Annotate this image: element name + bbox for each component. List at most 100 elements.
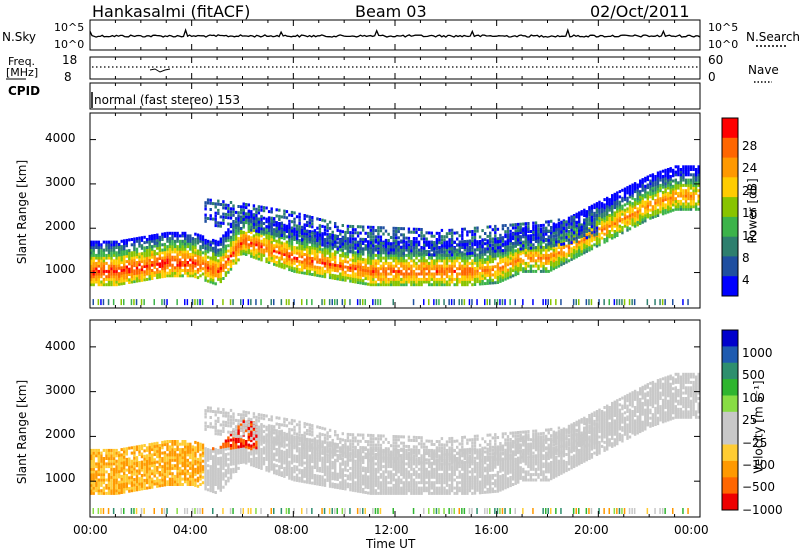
power-cell xyxy=(478,279,482,283)
power-cell xyxy=(323,231,327,235)
power-cell xyxy=(224,231,228,235)
power-cell xyxy=(293,227,296,231)
power-cell xyxy=(402,227,405,231)
power-cell xyxy=(102,267,106,271)
power-cell xyxy=(476,277,479,281)
power-cell xyxy=(138,276,141,280)
power-cell xyxy=(194,264,197,268)
power-cell xyxy=(252,216,256,220)
power-cell xyxy=(412,277,416,281)
power-cell xyxy=(97,299,100,306)
power-cell xyxy=(148,256,151,260)
power-cell xyxy=(143,259,146,263)
power-cell xyxy=(654,177,657,181)
power-cell xyxy=(527,237,530,241)
power-cell xyxy=(153,273,156,277)
power-cell xyxy=(423,246,426,250)
velocity-cell xyxy=(153,474,156,478)
power-cell xyxy=(567,222,571,226)
power-cell xyxy=(260,258,263,262)
velocity-cell xyxy=(90,486,93,490)
power-cell xyxy=(606,239,609,243)
power-cell xyxy=(651,197,655,201)
power-cell xyxy=(562,236,566,240)
power-cell xyxy=(237,221,240,225)
power-cell xyxy=(613,230,616,233)
power-cell xyxy=(372,299,374,306)
power-cell xyxy=(171,263,174,267)
power-cell xyxy=(448,280,451,284)
power-cell xyxy=(578,216,581,220)
power-cell xyxy=(545,220,548,224)
velocity-cell xyxy=(92,465,95,469)
power-cell xyxy=(387,277,390,281)
power-cell xyxy=(583,243,586,247)
power-cell xyxy=(219,215,222,219)
power-cell xyxy=(323,269,327,273)
power-cell xyxy=(196,249,200,253)
power-cell xyxy=(496,246,500,250)
velocity-cell xyxy=(105,478,108,482)
power-cell xyxy=(321,243,324,247)
power-cell xyxy=(613,211,616,215)
power-cell xyxy=(438,272,441,276)
power-cell xyxy=(606,234,609,237)
power-cell xyxy=(603,206,606,210)
power-cell xyxy=(489,276,492,280)
power-cell xyxy=(224,212,228,216)
power-cell xyxy=(166,253,169,256)
power-cell xyxy=(303,242,306,246)
power-cell xyxy=(672,174,675,178)
power-cell xyxy=(224,206,228,210)
power-cell xyxy=(580,239,583,243)
power-cell xyxy=(148,272,151,276)
power-cell xyxy=(95,267,98,271)
power-cell xyxy=(168,255,172,259)
power-cell xyxy=(631,207,634,211)
power-cell xyxy=(506,273,510,277)
power-cell xyxy=(494,224,497,228)
power-cell xyxy=(501,276,505,280)
power-cell xyxy=(616,215,619,219)
power-cell xyxy=(397,251,400,255)
power-cell xyxy=(578,220,581,224)
power-cell xyxy=(456,277,459,281)
power-cell xyxy=(171,258,174,262)
power-cell xyxy=(654,188,657,192)
power-cell xyxy=(423,234,426,238)
power-cell xyxy=(301,228,304,232)
power-cell xyxy=(367,225,370,229)
power-cell xyxy=(120,271,123,275)
power-cell xyxy=(90,251,93,255)
power-cell xyxy=(392,269,395,273)
power-cell xyxy=(232,204,235,208)
power-cell xyxy=(369,283,372,287)
power-cell xyxy=(377,256,380,260)
power-cell xyxy=(575,236,578,240)
power-cell xyxy=(123,252,126,256)
power-cell xyxy=(323,261,327,265)
power-cell xyxy=(616,199,619,203)
power-cell xyxy=(550,252,553,256)
power-cell xyxy=(440,277,444,281)
power-cell xyxy=(659,183,662,187)
power-cell xyxy=(395,269,398,273)
power-cell xyxy=(362,257,365,261)
power-cell xyxy=(407,227,411,231)
power-cell xyxy=(623,224,627,228)
power-cell xyxy=(265,206,268,210)
velocity-cell xyxy=(112,478,116,482)
power-cell xyxy=(435,247,439,251)
power-cell xyxy=(626,191,629,195)
power-cell xyxy=(194,248,197,252)
velocity-cell xyxy=(168,453,172,457)
power-cell xyxy=(313,268,317,272)
power-cell xyxy=(539,224,543,227)
power-cell xyxy=(123,271,126,275)
power-cell xyxy=(90,275,93,279)
power-cell xyxy=(509,251,512,255)
power-cell xyxy=(511,250,515,254)
power-cell xyxy=(603,219,606,223)
velocity-cell xyxy=(100,451,103,455)
power-cell xyxy=(450,272,454,276)
